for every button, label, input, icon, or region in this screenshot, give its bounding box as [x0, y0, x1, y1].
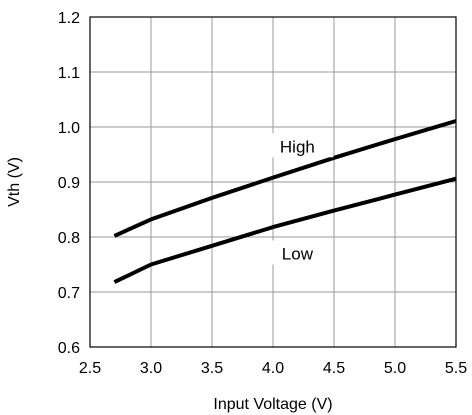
grid: [89, 16, 457, 348]
y-tick-label: 1.1: [58, 65, 80, 82]
series-layer: [113, 119, 457, 284]
series-line-high: [113, 119, 457, 238]
y-axis-title: Vth (V): [6, 157, 23, 207]
x-tick-label: 3.5: [201, 360, 223, 377]
y-tick-label: 1.0: [58, 120, 80, 137]
y-tick-labels: 0.6 0.7 0.8 0.9 1.0 1.1 1.2: [58, 10, 80, 357]
series-label-bg: [267, 240, 327, 265]
x-tick-label: 4.0: [262, 360, 284, 377]
y-tick-label: 0.6: [58, 340, 80, 357]
plot-frame: [89, 16, 457, 348]
series-line-low: [113, 176, 457, 284]
x-tick-label: 3.0: [140, 360, 162, 377]
y-tick-label: 1.2: [58, 10, 80, 27]
series-labels: High Low: [261, 133, 334, 265]
x-tick-label: 5.5: [445, 360, 467, 377]
x-tick-label: 4.5: [323, 360, 345, 377]
x-axis-title: Input Voltage (V): [213, 396, 332, 413]
x-tick-labels: 2.5 3.0 3.5 4.0 4.5 5.0 5.5: [79, 360, 467, 377]
series-label-high: High: [280, 137, 315, 156]
y-tick-label: 0.7: [58, 285, 80, 302]
x-tick-label: 5.0: [384, 360, 406, 377]
y-tick-label: 0.9: [58, 175, 80, 192]
series-label-bg: [261, 133, 334, 158]
series-label-low: Low: [282, 245, 314, 264]
y-tick-label: 0.8: [58, 230, 80, 247]
x-tick-label: 2.5: [79, 360, 101, 377]
